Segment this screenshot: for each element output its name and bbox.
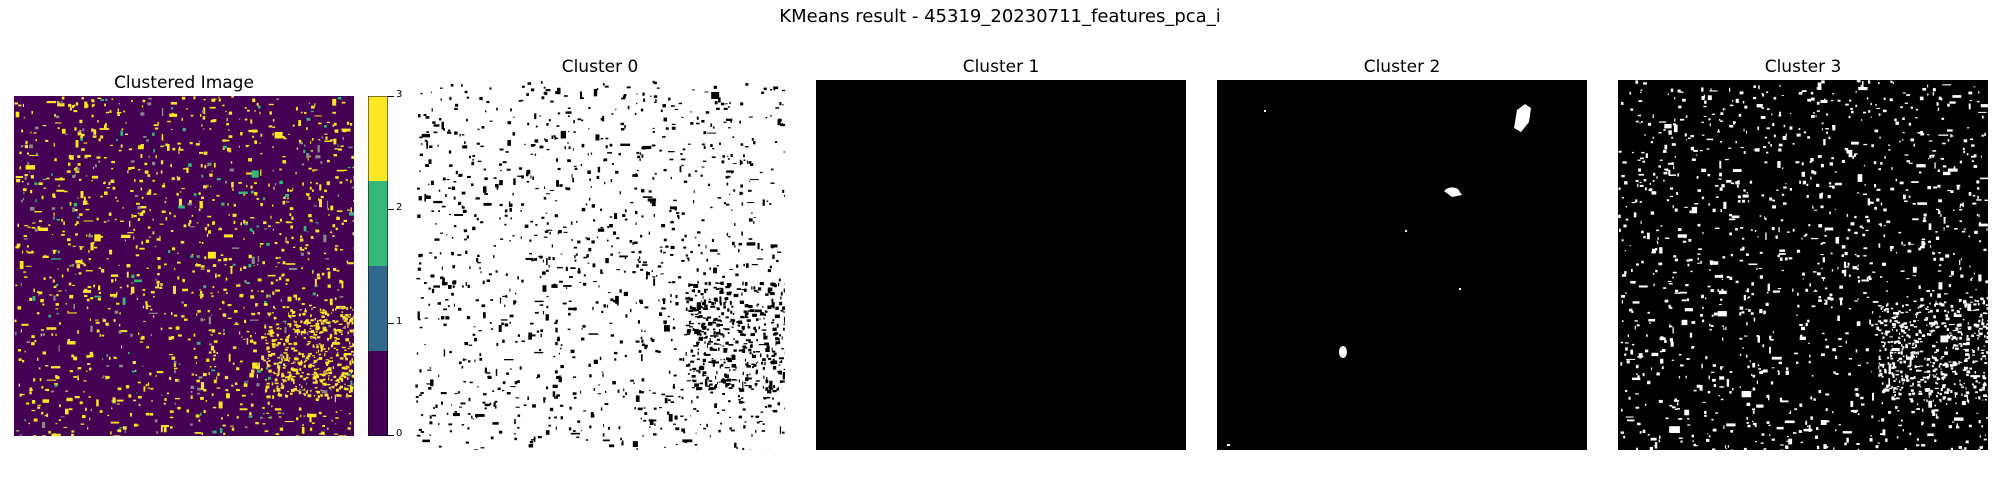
cluster-3-mask <box>1618 80 1988 450</box>
cluster-1-title: Cluster 1 <box>962 57 1040 77</box>
colorbar <box>368 96 388 436</box>
cluster-0-specks <box>415 80 785 450</box>
cluster-3-specks <box>1618 80 1988 450</box>
colorbar-segment-2 <box>368 181 388 266</box>
cluster-1-mask <box>816 80 1186 450</box>
cluster-0-mask <box>415 80 785 450</box>
colorbar-segment-0 <box>368 351 388 436</box>
colorbar-segment-3 <box>368 96 388 181</box>
colorbar-tick-mark <box>388 323 394 324</box>
clustered-image-title: Clustered Image <box>114 73 254 93</box>
cluster-3-title: Cluster 3 <box>1764 57 1842 77</box>
colorbar-tick-2: 2 <box>396 202 403 213</box>
cluster-0-title: Cluster 0 <box>561 57 639 77</box>
cluster-2-mask <box>1217 80 1587 450</box>
figure-title: KMeans result - 45319_20230711_features_… <box>779 6 1221 27</box>
clustered-specks <box>14 96 354 436</box>
colorbar-segment-1 <box>368 266 388 351</box>
colorbar-tick-0: 0 <box>396 428 403 439</box>
colorbar-tick-mark <box>388 96 394 97</box>
cluster-2-title: Cluster 2 <box>1363 57 1441 77</box>
cluster-2-blobs <box>1227 104 1531 446</box>
clustered-image <box>14 96 354 436</box>
colorbar-tick-1: 1 <box>396 316 403 327</box>
colorbar-tick-mark <box>388 209 394 210</box>
colorbar-tick-mark <box>388 435 394 436</box>
colorbar-tick-3: 3 <box>396 89 403 100</box>
